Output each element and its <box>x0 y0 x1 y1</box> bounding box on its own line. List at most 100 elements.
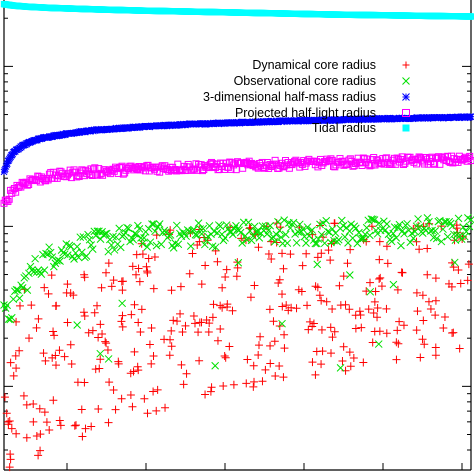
point-plus <box>326 256 335 265</box>
point-cross <box>420 224 429 233</box>
point-plus <box>431 351 440 360</box>
point-plus <box>78 432 87 441</box>
point-plus <box>80 270 89 279</box>
point-plus <box>395 317 404 326</box>
point-plus <box>107 282 116 291</box>
point-plus <box>12 317 21 326</box>
point-cross <box>308 226 317 234</box>
series-3-dimensional-half-mass-radius <box>0 113 474 176</box>
point-plus <box>6 358 15 367</box>
point-plus <box>351 324 360 333</box>
point-plus <box>419 316 428 325</box>
point-plus <box>176 309 185 318</box>
point-cross <box>313 260 322 269</box>
axis-ticks <box>4 17 471 471</box>
point-plus <box>292 304 301 313</box>
point-plus <box>346 245 355 254</box>
point-plus <box>150 253 159 262</box>
point-plus <box>370 297 379 306</box>
point-plus <box>0 393 9 402</box>
point-plus <box>368 338 377 347</box>
point-plus <box>12 429 21 438</box>
point-cross <box>123 223 131 232</box>
point-plus <box>109 385 118 394</box>
point-plus <box>127 310 136 319</box>
point-plus <box>216 301 225 310</box>
point-plus <box>137 305 146 314</box>
point-cross <box>95 227 103 236</box>
point-plus <box>418 335 427 344</box>
point-plus <box>345 348 354 357</box>
point-plus <box>117 317 126 326</box>
point-plus <box>51 302 60 311</box>
point-cross <box>432 234 441 243</box>
point-plus <box>201 261 210 270</box>
point-plus <box>143 409 152 418</box>
point-plus <box>126 369 135 378</box>
point-cross <box>107 241 116 249</box>
point-cross <box>102 229 111 238</box>
point-cross <box>442 217 450 226</box>
legend: Dynamical core radius Observational core … <box>203 58 410 135</box>
legend-marker-cross <box>402 77 410 85</box>
point-plus <box>223 300 232 309</box>
point-plus <box>101 337 110 346</box>
point-plus <box>119 277 128 286</box>
point-plus <box>431 311 440 320</box>
point-plus <box>359 358 368 367</box>
point-plus <box>208 313 217 322</box>
point-cross <box>462 227 471 236</box>
point-cross <box>264 226 273 235</box>
point-cross <box>88 245 97 253</box>
point-square <box>467 157 474 165</box>
point-plus <box>94 404 103 413</box>
point-plus <box>218 303 227 312</box>
point-cross <box>337 216 346 225</box>
point-plus <box>134 366 143 375</box>
legend-label: Dynamical core radius <box>252 58 376 72</box>
point-plus <box>47 271 56 280</box>
point-plus <box>275 275 284 284</box>
point-plus <box>278 249 287 258</box>
point-cross <box>197 230 206 238</box>
point-plus <box>32 323 41 332</box>
point-plus <box>338 357 347 366</box>
point-plus <box>336 301 345 310</box>
point-cross <box>14 286 22 295</box>
point-cross <box>7 313 16 322</box>
point-plus <box>169 316 178 325</box>
point-plus <box>36 446 45 455</box>
point-cross <box>137 234 145 242</box>
series-projected-half-light-radius <box>0 152 474 207</box>
point-cross <box>409 234 418 243</box>
point-cross <box>234 258 243 267</box>
point-plus <box>382 329 391 338</box>
point-plus <box>176 282 185 291</box>
point-plus <box>254 351 263 360</box>
point-plus <box>269 317 278 326</box>
point-cross <box>172 221 181 230</box>
point-plus <box>426 305 435 314</box>
point-plus <box>95 364 104 373</box>
point-cross <box>460 232 469 241</box>
point-cross <box>341 233 349 241</box>
point-cross <box>146 238 155 247</box>
point-cross <box>155 220 164 228</box>
point-cross <box>459 223 468 231</box>
point-cross <box>157 240 166 249</box>
point-plus <box>111 405 120 414</box>
point-cross <box>258 222 267 230</box>
point-plus <box>237 234 246 243</box>
point-cross <box>151 227 159 236</box>
point-plus <box>302 249 311 258</box>
point-cross <box>425 217 433 226</box>
point-plus <box>413 307 422 316</box>
point-plus <box>97 283 106 292</box>
point-cross <box>272 230 281 239</box>
point-cross <box>211 243 220 252</box>
point-square <box>88 171 96 179</box>
point-plus <box>209 300 218 309</box>
point-cross <box>57 246 66 254</box>
point-cross <box>63 251 72 259</box>
point-plus <box>55 346 64 355</box>
